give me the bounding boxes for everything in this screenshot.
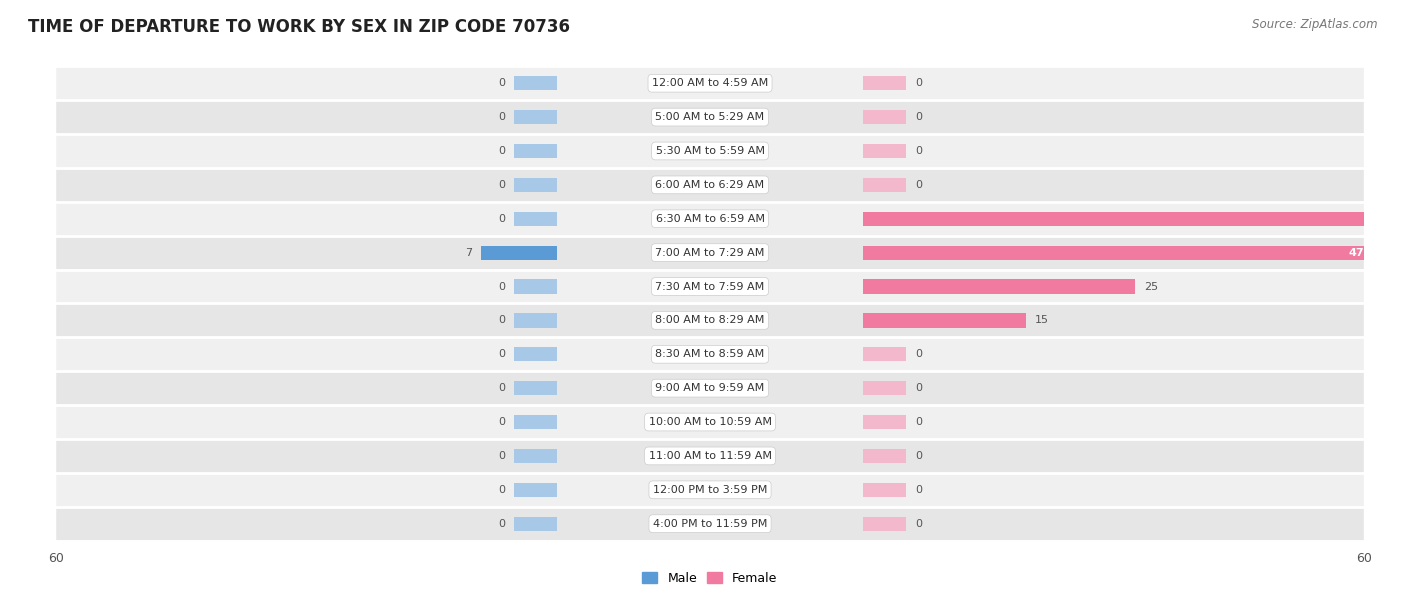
FancyBboxPatch shape: [56, 202, 1364, 236]
Bar: [515, 212, 558, 226]
Bar: [862, 415, 905, 429]
Legend: Male, Female: Male, Female: [637, 567, 783, 590]
FancyBboxPatch shape: [56, 100, 1364, 134]
Bar: [515, 178, 558, 192]
FancyBboxPatch shape: [56, 473, 1364, 507]
Bar: [515, 314, 558, 327]
Text: 0: 0: [498, 315, 505, 325]
Bar: [862, 516, 905, 531]
Bar: [862, 381, 905, 395]
FancyBboxPatch shape: [56, 303, 1364, 337]
Bar: [515, 483, 558, 497]
Bar: [862, 280, 1135, 293]
Bar: [862, 178, 905, 192]
Text: 0: 0: [915, 451, 922, 461]
Text: 12:00 PM to 3:59 PM: 12:00 PM to 3:59 PM: [652, 485, 768, 495]
Text: 0: 0: [915, 78, 922, 88]
Text: 0: 0: [498, 383, 505, 393]
Text: 5:30 AM to 5:59 AM: 5:30 AM to 5:59 AM: [655, 146, 765, 156]
Text: 0: 0: [498, 214, 505, 224]
Text: 8:00 AM to 8:29 AM: 8:00 AM to 8:29 AM: [655, 315, 765, 325]
Bar: [515, 110, 558, 124]
Text: 8:30 AM to 8:59 AM: 8:30 AM to 8:59 AM: [655, 349, 765, 359]
Bar: [862, 212, 1406, 226]
FancyBboxPatch shape: [56, 405, 1364, 439]
Text: 12:00 AM to 4:59 AM: 12:00 AM to 4:59 AM: [652, 78, 768, 88]
FancyBboxPatch shape: [56, 439, 1364, 473]
Bar: [481, 246, 557, 260]
Bar: [862, 483, 905, 497]
Bar: [515, 516, 558, 531]
Bar: [862, 449, 905, 463]
FancyBboxPatch shape: [56, 66, 1364, 100]
Text: 0: 0: [915, 519, 922, 529]
Text: 0: 0: [498, 417, 505, 427]
Bar: [515, 415, 558, 429]
FancyBboxPatch shape: [56, 507, 1364, 541]
Bar: [862, 246, 1375, 260]
Text: 47: 47: [1348, 248, 1364, 258]
Text: 0: 0: [915, 383, 922, 393]
Text: 7:30 AM to 7:59 AM: 7:30 AM to 7:59 AM: [655, 281, 765, 292]
Bar: [515, 76, 558, 90]
FancyBboxPatch shape: [56, 236, 1364, 270]
Bar: [515, 449, 558, 463]
Text: 0: 0: [915, 180, 922, 190]
Text: 6:00 AM to 6:29 AM: 6:00 AM to 6:29 AM: [655, 180, 765, 190]
Text: 0: 0: [498, 78, 505, 88]
Text: 7:00 AM to 7:29 AM: 7:00 AM to 7:29 AM: [655, 248, 765, 258]
Text: TIME OF DEPARTURE TO WORK BY SEX IN ZIP CODE 70736: TIME OF DEPARTURE TO WORK BY SEX IN ZIP …: [28, 18, 569, 36]
Text: 0: 0: [915, 485, 922, 495]
Text: 0: 0: [498, 519, 505, 529]
Text: 0: 0: [498, 349, 505, 359]
Text: 0: 0: [915, 349, 922, 359]
Text: 0: 0: [498, 180, 505, 190]
Bar: [862, 314, 1026, 327]
Text: 10:00 AM to 10:59 AM: 10:00 AM to 10:59 AM: [648, 417, 772, 427]
Text: 0: 0: [498, 281, 505, 292]
Text: 0: 0: [498, 485, 505, 495]
Bar: [862, 144, 905, 158]
Bar: [862, 110, 905, 124]
FancyBboxPatch shape: [56, 270, 1364, 303]
FancyBboxPatch shape: [56, 168, 1364, 202]
Text: 7: 7: [465, 248, 472, 258]
Text: 0: 0: [915, 112, 922, 122]
Bar: [515, 347, 558, 361]
Text: 0: 0: [498, 112, 505, 122]
Text: 0: 0: [915, 417, 922, 427]
Bar: [515, 280, 558, 293]
Text: 4:00 PM to 11:59 PM: 4:00 PM to 11:59 PM: [652, 519, 768, 529]
Text: Source: ZipAtlas.com: Source: ZipAtlas.com: [1253, 18, 1378, 31]
Text: 15: 15: [1035, 315, 1049, 325]
Text: 25: 25: [1143, 281, 1157, 292]
Text: 11:00 AM to 11:59 AM: 11:00 AM to 11:59 AM: [648, 451, 772, 461]
Text: 6:30 AM to 6:59 AM: 6:30 AM to 6:59 AM: [655, 214, 765, 224]
FancyBboxPatch shape: [56, 134, 1364, 168]
FancyBboxPatch shape: [56, 337, 1364, 371]
Text: 52: 52: [1403, 214, 1406, 224]
Bar: [862, 347, 905, 361]
Bar: [515, 144, 558, 158]
Text: 0: 0: [915, 146, 922, 156]
Text: 0: 0: [498, 451, 505, 461]
Bar: [515, 381, 558, 395]
Text: 9:00 AM to 9:59 AM: 9:00 AM to 9:59 AM: [655, 383, 765, 393]
Text: 0: 0: [498, 146, 505, 156]
Text: 5:00 AM to 5:29 AM: 5:00 AM to 5:29 AM: [655, 112, 765, 122]
Bar: [862, 76, 905, 90]
FancyBboxPatch shape: [56, 371, 1364, 405]
